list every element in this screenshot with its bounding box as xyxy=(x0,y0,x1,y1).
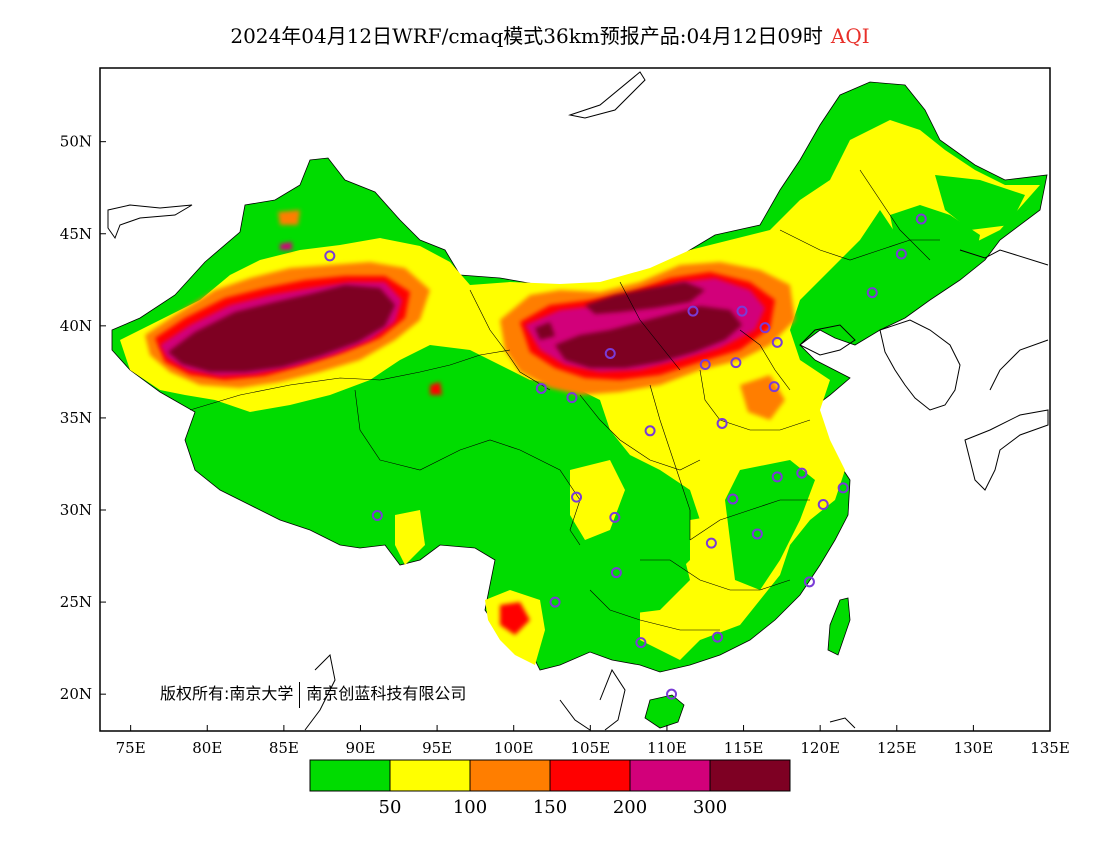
station-marker xyxy=(730,357,742,369)
lon-tick-label: 75E xyxy=(116,739,146,757)
legend-swatch xyxy=(469,759,551,792)
longitude-axis: 75E 80E 85E 90E 95E 100E 105E 110E 115E 120E 125E 1… xyxy=(116,725,1070,757)
map-frame xyxy=(99,67,1051,732)
station-marker xyxy=(712,631,723,643)
station-marker xyxy=(736,305,748,317)
station-marker xyxy=(751,528,763,540)
legend-swatch xyxy=(709,759,791,792)
station-marker xyxy=(324,250,336,262)
lon-tick-label: 80E xyxy=(192,739,222,757)
station-marker xyxy=(566,392,578,404)
station-marker xyxy=(571,491,583,503)
station-marker xyxy=(768,381,780,393)
legend-label: 50 xyxy=(379,797,402,818)
station-marker xyxy=(644,425,656,437)
station-marker xyxy=(771,336,783,348)
copyright-part2: 南京创蓝科技有限公司 xyxy=(306,684,467,703)
station-marker xyxy=(604,347,616,359)
station-marker xyxy=(549,596,561,608)
aqi-legend: 50 100 150 200 300 xyxy=(309,759,791,818)
station-marker xyxy=(803,576,815,588)
latitude-axis: 50N 45N 40N 35N 30N 25N 20N xyxy=(60,133,106,703)
legend-swatch xyxy=(549,759,631,792)
legend-label: 150 xyxy=(533,797,567,818)
station-marker xyxy=(609,511,621,523)
station-marker xyxy=(759,322,771,334)
legend-label: 100 xyxy=(453,797,487,818)
station-marker xyxy=(866,287,878,299)
station-marker xyxy=(796,467,808,479)
copyright-part1: 版权所有:南京大学 xyxy=(160,684,294,703)
title-main: 2024年04月12日WRF/cmaq模式36km预报产品:04月12日09时 xyxy=(230,24,823,48)
station-marker xyxy=(610,567,622,579)
lon-tick-label: 110E xyxy=(647,739,687,757)
station-marker xyxy=(535,382,547,394)
lat-tick-label: 35N xyxy=(60,409,92,427)
lon-tick-label: 135E xyxy=(1030,739,1070,757)
lon-tick-label: 100E xyxy=(494,739,534,757)
lon-tick-label: 85E xyxy=(269,739,299,757)
station-marker xyxy=(699,359,711,371)
station-marker xyxy=(771,471,783,483)
station-marker xyxy=(371,510,383,522)
station-marker xyxy=(915,213,927,225)
legend-label: 300 xyxy=(693,797,727,818)
station-marker xyxy=(635,637,647,649)
station-marker xyxy=(837,482,849,494)
lon-tick-label: 130E xyxy=(954,739,994,757)
copyright-divider xyxy=(299,681,301,708)
lat-tick-label: 25N xyxy=(60,593,92,611)
legend-swatch xyxy=(309,759,391,792)
legend-label: 200 xyxy=(613,797,647,818)
lat-tick-label: 45N xyxy=(60,225,92,243)
station-marker xyxy=(666,688,678,700)
station-markers xyxy=(324,213,927,700)
station-marker xyxy=(727,493,739,505)
lon-tick-label: 95E xyxy=(422,739,452,757)
lon-tick-label: 125E xyxy=(877,739,917,757)
station-marker xyxy=(716,417,728,429)
title-variable: AQI xyxy=(830,24,870,48)
lat-tick-label: 50N xyxy=(60,133,92,151)
coastlines xyxy=(107,71,1049,731)
lon-tick-label: 105E xyxy=(571,739,611,757)
station-marker xyxy=(687,305,699,317)
station-marker xyxy=(895,248,907,260)
legend-swatch xyxy=(389,759,471,792)
map-title: 2024年04月12日WRF/cmaq模式36km预报产品:04月12日09时 A… xyxy=(0,20,1100,49)
legend-swatch xyxy=(629,759,711,792)
station-marker xyxy=(817,498,829,510)
hainan xyxy=(644,694,685,729)
station-marker xyxy=(705,537,717,549)
lon-tick-label: 90E xyxy=(345,739,375,757)
taiwan xyxy=(827,597,851,656)
hazardous-zones xyxy=(168,282,742,372)
lat-tick-label: 20N xyxy=(60,685,92,703)
copyright-notice: 版权所有:南京大学 南京创蓝科技有限公司 xyxy=(160,680,466,708)
lon-tick-label: 120E xyxy=(800,739,840,757)
lon-tick-label: 115E xyxy=(724,739,764,757)
lat-tick-label: 40N xyxy=(60,317,92,335)
map-field xyxy=(107,71,1049,731)
lat-tick-label: 30N xyxy=(60,501,92,519)
